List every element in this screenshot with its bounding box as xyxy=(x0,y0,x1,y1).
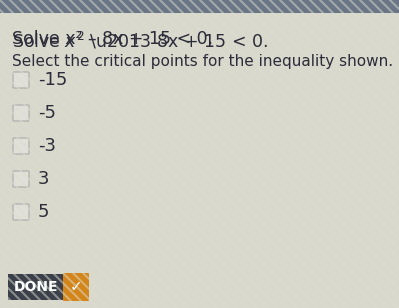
Text: 3: 3 xyxy=(38,170,49,188)
Text: ✓: ✓ xyxy=(69,279,82,294)
Text: -3: -3 xyxy=(38,137,56,155)
FancyBboxPatch shape xyxy=(13,171,29,187)
FancyBboxPatch shape xyxy=(63,273,89,301)
FancyBboxPatch shape xyxy=(13,72,29,88)
FancyBboxPatch shape xyxy=(0,0,399,13)
FancyBboxPatch shape xyxy=(13,204,29,220)
Text: Solve x² – 8x + 15 < 0.: Solve x² – 8x + 15 < 0. xyxy=(12,30,213,48)
Text: DONE: DONE xyxy=(14,280,58,294)
FancyBboxPatch shape xyxy=(13,105,29,121)
Text: 5: 5 xyxy=(38,203,49,221)
Text: Select the critical points for the inequality shown.: Select the critical points for the inequ… xyxy=(12,54,393,69)
Text: -15: -15 xyxy=(38,71,67,89)
FancyBboxPatch shape xyxy=(13,138,29,154)
FancyBboxPatch shape xyxy=(8,274,88,300)
Text: Solve $x^2$ \u2013 8x + 15 < 0.: Solve $x^2$ \u2013 8x + 15 < 0. xyxy=(12,30,268,51)
Text: -5: -5 xyxy=(38,104,56,122)
